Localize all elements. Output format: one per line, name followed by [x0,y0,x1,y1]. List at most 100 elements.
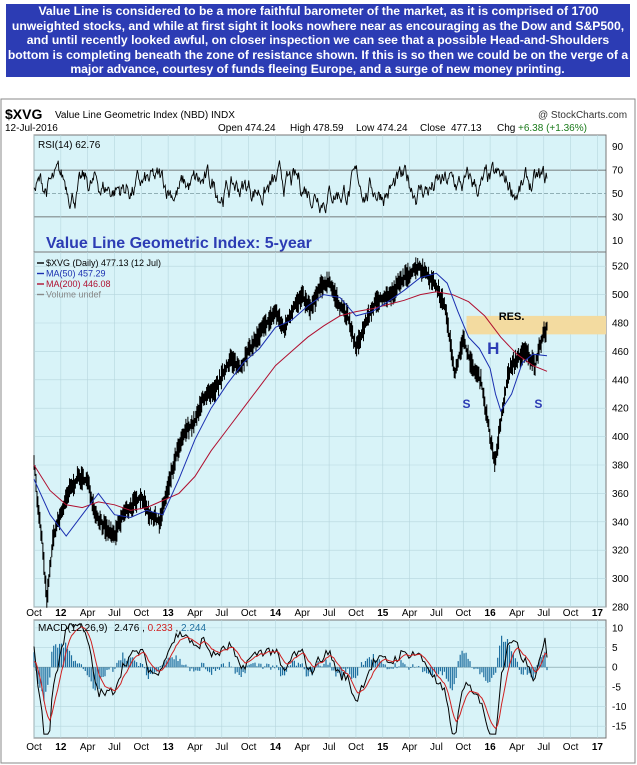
x-tick-label: Apr [187,608,203,619]
macd-tick-label: 5 [612,643,618,654]
x-tick-label: Oct [241,608,257,619]
low-value: 474.24 [377,123,408,134]
x-tick-label: Apr [402,608,418,619]
x-tick-label: Apr [509,742,525,753]
rsi-label: RSI(14) 62.76 [38,140,101,151]
x-tick-label: Jul [430,608,443,619]
macd-tick-label: -5 [612,682,621,693]
x-tick-label: 13 [163,608,175,619]
x-tick-label: 15 [377,608,389,619]
x-axis-bottom: Oct 12 Apr Jul Oct 13 Apr Jul Oct 14 Apr Jul Oct 15 Ap… [26,742,603,753]
price-tick-label: 280 [612,603,629,614]
macd-panel: MACD(12,26,9) 2.476 , 0.233 , 2.244 -15 -… [33,619,627,739]
legend-entry: MA(50) 457.29 [46,269,106,279]
x-tick-label: 15 [377,742,389,753]
x-tick-label: Oct [563,608,579,619]
price-tick-label: 480 [612,319,629,330]
price-tick-label: 380 [612,461,629,472]
macd-label: MACD(12,26,9) 2.476 , 0.233 , 2.244 [38,623,206,634]
signal-line [33,626,548,730]
macd-tick-label: -10 [612,702,627,713]
resistance-zone [466,315,606,335]
x-tick-label: Oct [455,608,471,619]
x-tick-label: Apr [509,608,525,619]
macd-line [33,623,548,735]
chart-caption: Value Line is considered to be a more fa… [6,4,630,77]
price-panel-bg [33,251,607,608]
x-tick-label: Jul [108,742,121,753]
x-tick-label: Jul [537,742,550,753]
x-tick-label: Jul [323,742,336,753]
hs-annotation: S [462,397,470,411]
x-tick-label: 13 [163,742,175,753]
open-label: Open [218,123,242,134]
macd-tick-label: 10 [612,623,624,634]
price-tick-label: 400 [612,432,629,443]
macd-sep-1: , [142,623,148,634]
hs-annotation: H [487,339,499,358]
price-tick-label: 360 [612,489,629,500]
x-tick-label: Jul [108,608,121,619]
macd-label-prefix: MACD(12,26,9) [38,623,107,634]
symbol: $XVG [5,106,42,122]
rsi-tick-label: 10 [612,236,624,247]
macd-sep-2: , [175,623,181,634]
histogram-value: 2.244 [181,623,206,634]
price-tick-label: 500 [612,290,629,301]
x-tick-label: Oct [134,608,150,619]
price-tick-label: 300 [612,574,629,585]
price-tick-label: 340 [612,517,629,528]
x-tick-label: 17 [592,608,604,619]
low-label: Low [356,123,375,134]
rsi-tick-label: 30 [612,212,624,223]
rsi-line [33,160,548,214]
ohlc-readout: Open 474.24 High 478.59 Low 474.24 Close… [218,123,587,134]
price-panel-title: Value Line Geometric Index: 5-year [46,235,312,252]
price-tick-label: 520 [612,262,629,273]
legend-entry: $XVG (Daily) 477.13 (12 Jul) [46,258,161,268]
rsi-tick-label: 90 [612,142,624,153]
x-tick-label: 14 [270,608,282,619]
x-tick-label: 16 [485,608,497,619]
close-label: Close [420,123,446,134]
chg-value: +6.38 (+1.36%) [518,123,587,134]
macd-value: 2.476 [114,623,139,634]
x-tick-label: 14 [270,742,282,753]
price-tick-label: 320 [612,546,629,557]
close-value: 477.13 [451,123,482,134]
rsi-tick-label: 70 [612,166,624,177]
signal-value: 0.233 [148,623,173,634]
x-tick-label: Jul [430,742,443,753]
x-tick-label: Jul [215,608,228,619]
x-tick-label: Jul [215,742,228,753]
x-tick-label: Oct [563,742,579,753]
price-panel: Value Line Geometric Index: 5-year $XVG … [33,235,629,614]
high-label: High [290,123,311,134]
rsi-tick-label: 50 [612,189,624,200]
price-tick-label: 440 [612,375,629,386]
x-tick-label: Oct [348,742,364,753]
x-tick-label: Jul [537,608,550,619]
legend-entry: Volume undef [46,290,102,300]
x-tick-label: Apr [80,608,96,619]
macd-tick-label: -15 [612,722,627,733]
hs-annotation: S [534,397,542,411]
x-tick-label: Apr [80,742,96,753]
x-axis-middle: Oct 12 Apr Jul Oct 13 Apr Jul Oct 14 Apr Jul Oct 15 Ap… [26,608,603,619]
ma50-line [33,272,548,537]
index-name: Value Line Geometric Index (NBD) INDX [55,110,235,121]
x-tick-label: Oct [455,742,471,753]
macd-tick-label: 0 [612,663,618,674]
x-tick-label: Apr [187,742,203,753]
price-tick-label: 460 [612,347,629,358]
x-tick-label: 12 [55,742,67,753]
price-tick-label: 420 [612,404,629,415]
hs-annotation: RES. [499,311,525,323]
x-tick-label: Oct [26,608,42,619]
x-tick-label: Oct [134,742,150,753]
source-credit: @ StockCharts.com [538,110,627,121]
x-tick-label: Apr [295,608,311,619]
x-tick-label: 12 [55,608,67,619]
high-value: 478.59 [313,123,344,134]
